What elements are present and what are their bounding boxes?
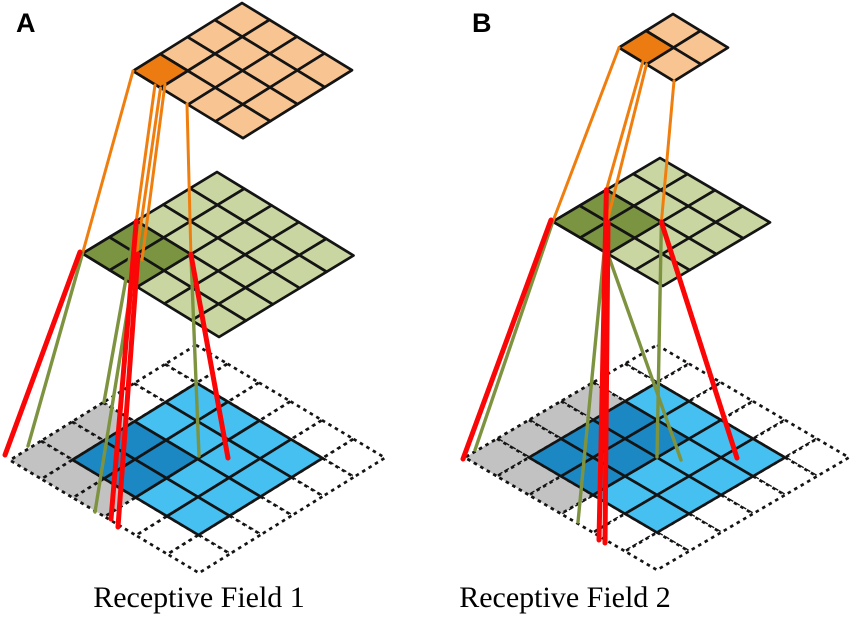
panel-a-label: A bbox=[16, 8, 36, 38]
panel-b-connection-lines bbox=[460, 46, 740, 546]
panel-a bbox=[2, 1, 387, 575]
panel-b-orange-connection-line bbox=[605, 62, 648, 224]
panel-a-orange-connection-line bbox=[81, 69, 135, 255]
grid-cell bbox=[8, 439, 74, 481]
panel-a-input-grid-bottom bbox=[8, 343, 387, 575]
panel-b-red-connection-line bbox=[658, 219, 740, 461]
panel-a-green-connection-line bbox=[26, 251, 85, 448]
panel-a-orange-connection-line bbox=[134, 83, 157, 223]
panel-a-green-connection-line bbox=[189, 252, 201, 458]
panel-b bbox=[460, 12, 850, 572]
panel-b-caption: Receptive Field 2 bbox=[459, 581, 671, 614]
panel-b-orange-connection-line bbox=[659, 79, 676, 224]
panel-b-red-connection-line bbox=[460, 217, 554, 462]
panel-a-red-connection-line bbox=[188, 251, 231, 461]
panel-b-feature-grid-top bbox=[617, 12, 730, 83]
panel-b-red-connection-line bbox=[596, 187, 609, 543]
panel-a-red-connection-line bbox=[115, 251, 141, 530]
grid-cell bbox=[559, 456, 627, 497]
panel-a-orange-connection-line bbox=[140, 82, 167, 262]
panel-b-label: B bbox=[472, 8, 492, 38]
panel-b-orange-connection-line bbox=[604, 59, 645, 192]
grid-cell bbox=[214, 103, 272, 140]
grid-cell bbox=[166, 533, 232, 575]
grid-cell bbox=[165, 495, 231, 537]
panel-b-input-grid-bottom bbox=[463, 343, 850, 572]
panel-b-green-connection-line bbox=[655, 220, 664, 459]
grid-cell bbox=[623, 531, 691, 572]
panel-a-feature-grid-top bbox=[131, 1, 354, 140]
grid-cell bbox=[623, 493, 691, 534]
panel-b-green-connection-line bbox=[473, 219, 555, 452]
panel-a-orange-connection-line bbox=[185, 102, 193, 256]
panel-a-feature-grid-middle bbox=[81, 170, 355, 339]
panel-a-red-connection-line bbox=[108, 218, 139, 522]
panel-b-orange-connection-line bbox=[551, 46, 621, 224]
panel-a-green-connection-line bbox=[102, 219, 139, 404]
panel-b-green-connection-line bbox=[606, 252, 683, 462]
panel-a-connection-lines bbox=[2, 69, 231, 530]
panel-b-red-connection-line bbox=[602, 219, 611, 546]
panel-a-orange-connection-line bbox=[135, 86, 162, 256]
panel-a-caption: Receptive Field 1 bbox=[93, 581, 305, 614]
grid-cell bbox=[633, 252, 691, 288]
panel-a-red-connection-line bbox=[2, 249, 83, 458]
